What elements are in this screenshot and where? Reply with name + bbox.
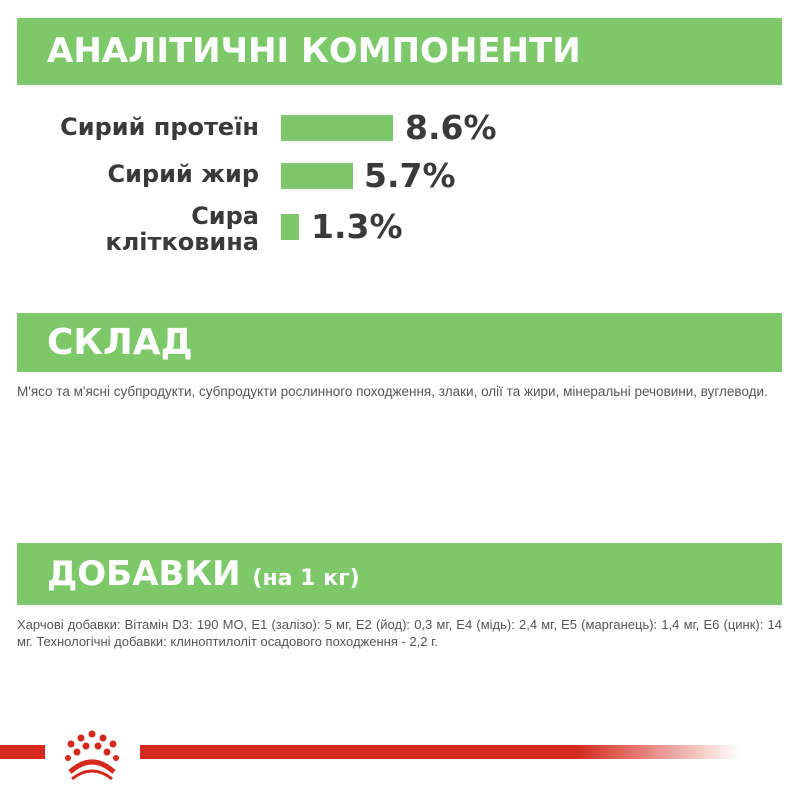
additives-text: Харчові добавки: Вітамін D3: 190 МО, E1 … xyxy=(17,617,782,649)
fiber-label: Сира клітковина xyxy=(105,202,259,256)
additives-title: ДОБАВКИ xyxy=(47,554,241,594)
additives-subtitle: (на 1 кг) xyxy=(252,566,360,591)
fat-bar xyxy=(281,163,353,189)
composition-text: М'ясо та м'ясні субпродукти, субпродукти… xyxy=(17,384,768,399)
fat-label: Сирий жир xyxy=(107,160,259,188)
protein-bar xyxy=(281,115,393,141)
brand-stripe xyxy=(0,745,740,759)
fiber-value: 1.3% xyxy=(311,207,403,246)
composition-header: СКЛАД xyxy=(17,313,782,372)
fiber-bar xyxy=(281,214,299,240)
protein-label: Сирий протеїн xyxy=(60,113,259,141)
additives-header: ДОБАВКИ (на 1 кг) xyxy=(17,543,782,605)
analytics-header: АНАЛІТИЧНІ КОМПОНЕНТИ xyxy=(17,18,782,85)
protein-value: 8.6% xyxy=(405,108,497,147)
fat-value: 5.7% xyxy=(364,156,456,195)
royal-canin-crown-icon xyxy=(45,728,140,786)
